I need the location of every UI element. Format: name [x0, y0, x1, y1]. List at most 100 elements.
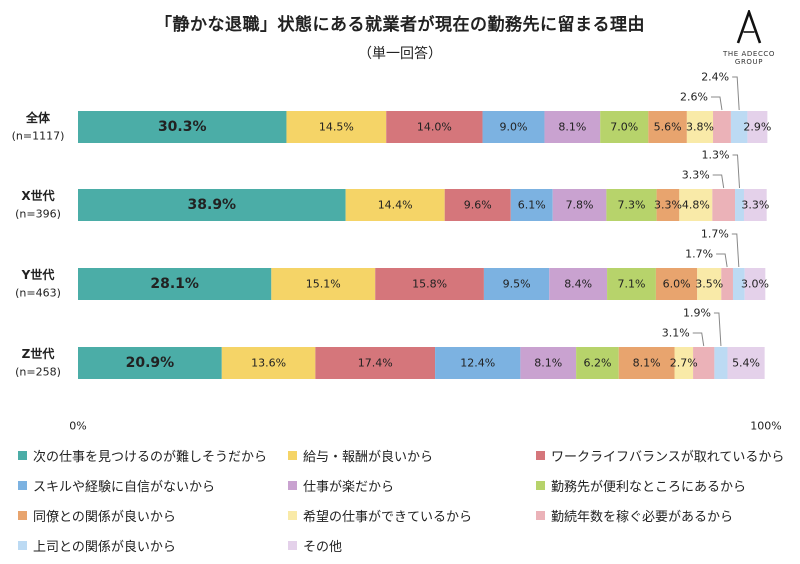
data-label: 1.3% [702, 149, 730, 162]
bar-segment [747, 111, 768, 143]
leader-line [732, 154, 741, 189]
data-label: 7.3% [618, 199, 646, 212]
data-label: 7.1% [618, 278, 646, 291]
bar-segment [618, 347, 675, 379]
legend-item: 希望の仕事ができているから [288, 506, 473, 525]
data-label: 1.7% [685, 248, 713, 261]
data-label: 2.4% [701, 71, 729, 84]
data-label: 5.4% [732, 357, 760, 370]
bar-segment [714, 347, 728, 379]
bar-segment [576, 347, 619, 379]
bar-segment [735, 189, 744, 221]
category-label: Y世代 [21, 267, 55, 282]
data-label: 15.8% [412, 278, 447, 291]
data-label: 8.1% [534, 357, 562, 370]
bar-segment [345, 189, 445, 221]
data-label: 20.9% [126, 355, 175, 371]
legend-item: スキルや経験に自信がないから [18, 476, 216, 495]
data-label: 13.6% [251, 357, 286, 370]
legend-label: 上司との関係が良いから [33, 539, 176, 555]
data-label: 17.4% [358, 357, 393, 370]
data-label: 3.3% [741, 199, 769, 212]
bar-segment [721, 268, 733, 300]
data-label: 1.7% [701, 228, 729, 241]
data-label: 8.1% [558, 121, 586, 134]
bar-segment [78, 111, 287, 143]
legend-label: 同僚との関係が良いから [33, 509, 176, 525]
bar-segment [315, 347, 436, 379]
bar-segment [679, 189, 713, 221]
chart-subtitle: （単一回答） [358, 46, 442, 62]
bar-segment [697, 268, 722, 300]
data-label: 6.1% [518, 199, 546, 212]
legend-item: 上司との関係が良いから [18, 536, 176, 555]
leader-line [713, 312, 722, 347]
bar-segment [712, 189, 736, 221]
data-label: 3.1% [662, 327, 690, 340]
data-label: 14.4% [378, 199, 413, 212]
bar-segment [386, 111, 483, 143]
bar-segment [286, 111, 387, 143]
legend-label: 勤続年数を稼ぐ必要があるから [551, 509, 734, 525]
bar-segment [483, 268, 550, 300]
legend-item: 給与・報酬が良いから [288, 446, 434, 465]
adecco-a-icon [736, 10, 762, 44]
legend-label: 給与・報酬が良いから [303, 449, 434, 465]
leader-line [712, 174, 725, 189]
data-label: 8.1% [633, 357, 661, 370]
data-label: 14.5% [319, 121, 354, 134]
bar-segment [549, 268, 608, 300]
data-label: 3.3% [654, 199, 682, 212]
data-label: 3.5% [695, 278, 723, 291]
legend-swatch [536, 480, 545, 490]
bar-segment [520, 347, 577, 379]
bar-segment [713, 111, 731, 143]
legend-item: 同僚との関係が良いから [18, 506, 176, 525]
data-label: 12.4% [460, 357, 495, 370]
data-label: 2.6% [680, 91, 708, 104]
legend-label: ワークライフバランスが取れているから [551, 449, 785, 465]
legend-swatch [18, 450, 27, 460]
legend-swatch [18, 510, 27, 520]
data-label: 3.3% [682, 169, 710, 182]
bar-segment [744, 268, 766, 300]
legend-swatch [288, 480, 297, 490]
data-label: 3.8% [686, 121, 714, 134]
data-label: 2.7% [670, 357, 698, 370]
leader-line [692, 332, 705, 347]
data-label: 1.9% [683, 307, 711, 320]
axis-min-label: 0% [69, 420, 86, 433]
legend-label: スキルや経験に自信がないから [33, 479, 216, 495]
data-label: 6.0% [663, 278, 691, 291]
data-label: 28.1% [150, 276, 199, 292]
category-n-label: (n=1117) [12, 130, 65, 143]
legend-swatch [536, 510, 545, 520]
bar-segment [78, 347, 222, 379]
bar-segment [656, 189, 680, 221]
legend-label: その他 [303, 539, 343, 555]
data-label: 15.1% [306, 278, 341, 291]
category-n-label: (n=463) [15, 287, 61, 300]
bar-segment [78, 268, 272, 300]
bar-segment [552, 189, 607, 221]
data-label: 7.8% [566, 199, 594, 212]
chart-title: 「静かな退職」状態にある就業者が現在の勤務先に留まる理由 [155, 15, 645, 35]
legend-label: 次の仕事を見つけるのが難しそうだから [33, 449, 268, 465]
data-label: 3.0% [741, 278, 769, 291]
bar-segment [482, 111, 545, 143]
data-label: 14.0% [417, 121, 452, 134]
data-label: 9.5% [503, 278, 531, 291]
legend-label: 仕事が楽だから [303, 479, 395, 495]
legend-item: 勤続年数を稼ぐ必要があるから [536, 506, 734, 525]
legend-item: 次の仕事を見つけるのが難しそうだから [18, 446, 268, 465]
legend-label: 希望の仕事ができているから [303, 509, 473, 525]
bar-segment [730, 111, 748, 143]
data-label: 9.0% [500, 121, 528, 134]
legend-item: その他 [288, 536, 343, 555]
bar-segment [693, 347, 715, 379]
bar-segment [375, 268, 484, 300]
data-label: 4.8% [682, 199, 710, 212]
legend-swatch [18, 480, 27, 490]
data-label: 30.3% [158, 119, 207, 135]
